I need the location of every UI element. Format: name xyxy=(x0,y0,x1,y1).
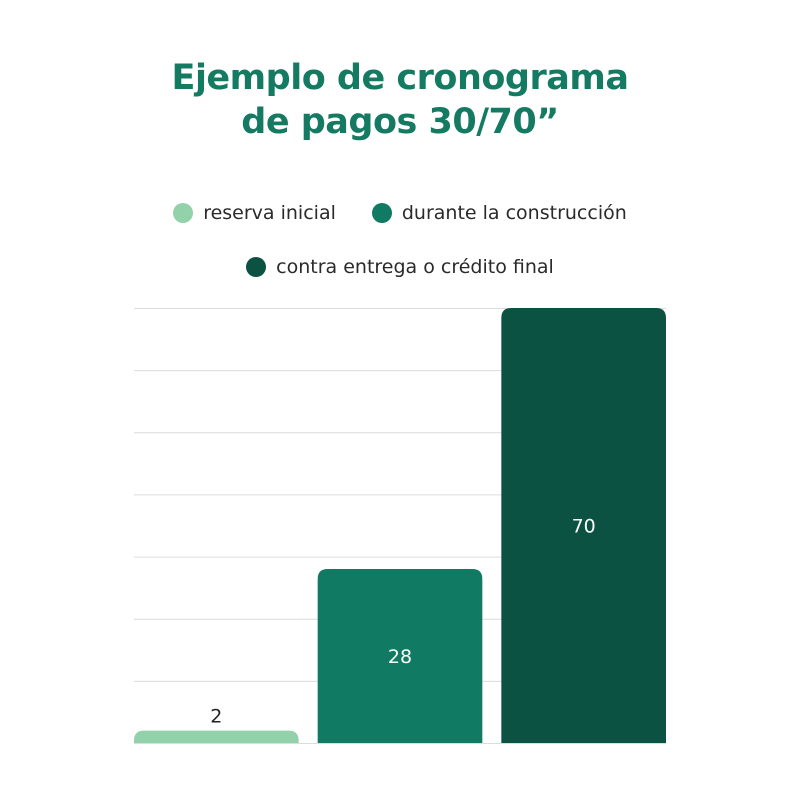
legend-swatch-reserva-inicial xyxy=(173,203,194,223)
chart-title: Ejemplo de cronograma de pagos 30/70” xyxy=(0,56,800,144)
bar-durante-construccion xyxy=(317,569,483,743)
legend-label-reserva-inicial: reserva inicial xyxy=(203,202,336,224)
bar-value-labels: 2 28 70 xyxy=(210,516,595,728)
legend-row-2: contra entrega o crédito final xyxy=(0,256,800,278)
bar-value-label-reserva-inicial: 2 xyxy=(210,706,222,728)
bar-value-label-contra-entrega: 70 xyxy=(572,516,596,538)
legend-item-durante-construccion: durante la construcción xyxy=(371,202,627,224)
legend-swatch-durante-construccion xyxy=(371,203,392,223)
legend-label-contra-entrega: contra entrega o crédito final xyxy=(276,256,554,278)
bars xyxy=(134,308,666,743)
legend-item-contra-entrega: contra entrega o crédito final xyxy=(246,256,554,278)
legend-item-reserva-inicial: reserva inicial xyxy=(173,202,336,224)
bar-contra-entrega xyxy=(501,308,666,743)
chart-title-line-1: Ejemplo de cronograma xyxy=(171,58,629,98)
legend-row-1: reserva inicial durante la construcción xyxy=(0,202,800,224)
legend-swatch-contra-entrega xyxy=(246,257,267,277)
bar-reserva-inicial xyxy=(134,730,299,743)
chart-title-line-2: de pagos 30/70” xyxy=(241,102,559,142)
legend-label-durante-construccion: durante la construcción xyxy=(401,202,627,224)
bar-value-label-durante-construccion: 28 xyxy=(388,646,412,668)
